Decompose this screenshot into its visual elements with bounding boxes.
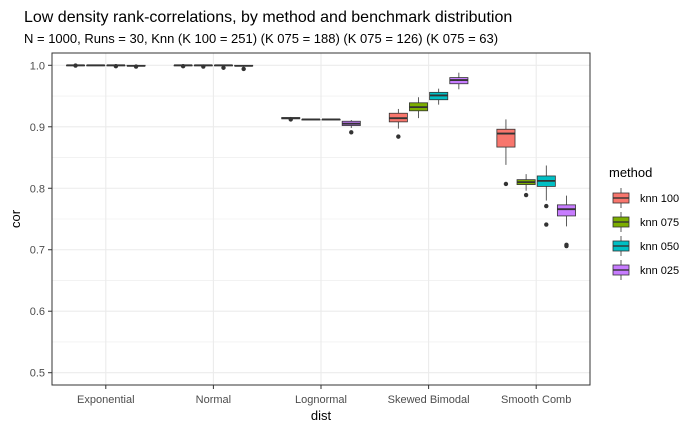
box-knn-050-1 (214, 64, 233, 70)
x-tick-label: Exponential (77, 394, 135, 406)
outlier-point (349, 130, 354, 135)
outlier-point (241, 66, 246, 72)
y-tick-label: 0.6 (30, 306, 45, 318)
outlier-point (544, 203, 549, 209)
box-knn-075-4 (516, 174, 536, 198)
x-tick-label: Skewed Bimodal (388, 394, 470, 406)
legend-label: knn 100 (640, 193, 679, 205)
box-knn-050-3 (429, 88, 449, 105)
box-knn-075-0 (86, 64, 106, 67)
y-tick-label: 0.9 (30, 122, 45, 134)
x-tick-label: Normal (196, 394, 231, 406)
legend-item-knn-050: knn 050 (612, 236, 679, 256)
legend-title: method (609, 165, 652, 180)
box-knn-025-0 (126, 64, 146, 69)
box-knn-100-1 (173, 64, 193, 69)
box-body (496, 128, 516, 148)
outlier-point (180, 64, 186, 69)
legend: method knn 100 knn 075 knn 050 knn 025 (609, 165, 679, 280)
legend-item-knn-025: knn 025 (612, 260, 679, 280)
box-knn-050-0 (106, 64, 126, 69)
outlier-point (396, 134, 401, 139)
box-knn-025-3 (449, 72, 469, 90)
x-axis-title: dist (311, 408, 332, 423)
outlier-point (133, 64, 139, 69)
box-knn-100-3 (388, 108, 408, 139)
box-knn-075-2 (301, 118, 321, 121)
box-body (556, 204, 576, 217)
outlier-point (201, 64, 206, 69)
legend-item-knn-075: knn 075 (612, 212, 679, 232)
box-knn-050-4 (536, 165, 556, 227)
box-knn-025-4 (556, 195, 576, 249)
box-knn-075-1 (193, 64, 213, 69)
outlier-point (523, 192, 529, 198)
y-tick-label: 0.7 (30, 245, 45, 257)
outlier-point (503, 181, 509, 187)
box-knn-025-1 (234, 64, 254, 72)
box-knn-025-2 (341, 120, 361, 135)
x-tick-label: Smooth Comb (501, 394, 571, 406)
x-axis: Exponential Normal Lognormal Skewed Bimodal… (77, 385, 571, 406)
legend-item-knn-100: knn 100 (612, 188, 679, 208)
y-axis-title: cor (8, 209, 23, 228)
box-knn-100-0 (66, 63, 86, 68)
legend-label: knn 075 (640, 217, 679, 229)
outlier-point (73, 63, 78, 68)
legend-label: knn 050 (640, 241, 679, 253)
outlier-point (221, 65, 226, 70)
y-tick-label: 0.5 (30, 368, 45, 380)
y-tick-label: 1.0 (30, 60, 45, 72)
box-knn-100-2 (281, 116, 301, 122)
box-knn-100-4 (496, 119, 516, 187)
grid-lines (52, 53, 590, 385)
chart-subtitle: N = 1000, Runs = 30, Knn (K 100 = 251) (… (24, 31, 498, 46)
legend-label: knn 025 (640, 265, 679, 277)
box-knn-075-3 (409, 97, 428, 119)
outlier-point (288, 117, 293, 122)
outlier-point (113, 64, 119, 69)
outlier-point (564, 243, 569, 249)
y-tick-label: 0.8 (30, 183, 45, 195)
box-knn-050-2 (321, 118, 341, 121)
outlier-point (544, 222, 549, 227)
x-tick-label: Lognormal (295, 394, 347, 406)
chart-title: Low density rank-correlations, by method… (24, 9, 512, 26)
y-axis: 0.5 0.6 0.7 0.8 0.9 1.0 (30, 60, 52, 380)
boxes (66, 63, 576, 249)
